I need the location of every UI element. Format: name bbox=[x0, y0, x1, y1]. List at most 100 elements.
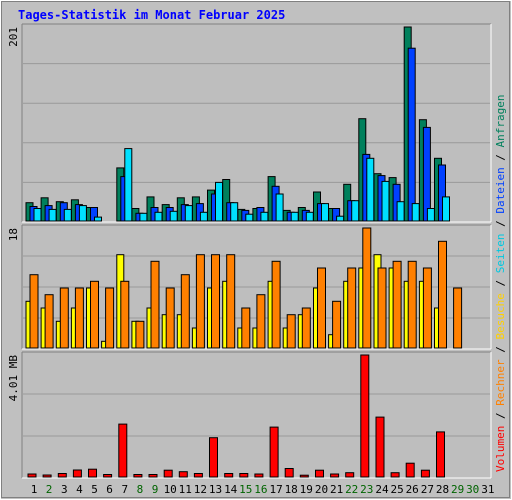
bar-rechner-day-1 bbox=[29, 274, 39, 349]
day-label-11: 11 bbox=[179, 483, 192, 496]
bar-volumen-day-19 bbox=[299, 474, 309, 478]
bar-seiten-day-21 bbox=[336, 215, 345, 222]
bar-rechner-day-27 bbox=[422, 267, 432, 349]
day-label-16: 16 bbox=[254, 483, 267, 496]
legend-sep-4: / bbox=[494, 214, 507, 234]
bar-volumen-day-5 bbox=[88, 468, 97, 478]
bar-volumen-day-23 bbox=[360, 354, 370, 478]
bar-rechner-day-8 bbox=[135, 320, 145, 349]
right-legend: Volumen / Rechner / Besuche / Seiten / D… bbox=[494, 94, 507, 472]
bar-rechner-day-25 bbox=[392, 260, 402, 349]
bar-seiten-day-19 bbox=[305, 211, 314, 222]
legend-sep-5: / bbox=[494, 147, 507, 167]
bar-volumen-day-6 bbox=[103, 474, 113, 478]
day-label-19: 19 bbox=[300, 483, 313, 496]
bar-seiten-day-17 bbox=[275, 193, 284, 222]
bar-rechner-day-5 bbox=[90, 280, 99, 349]
panel-visits: 18 bbox=[7, 224, 492, 350]
bar-volumen-day-16 bbox=[254, 473, 264, 478]
day-label-1: 1 bbox=[31, 483, 38, 496]
bar-dateien-day-27 bbox=[422, 126, 431, 222]
day-label-25: 25 bbox=[390, 483, 403, 496]
bar-rechner-day-11 bbox=[180, 274, 190, 349]
bar-volumen-day-24 bbox=[375, 416, 385, 478]
day-axis: 1 2 3 4 5 6 7 8 9 10 11 12 13 14 15 16 17 18 19 20 21 22 23 24 2… bbox=[31, 483, 495, 496]
bar-seiten-day-16 bbox=[260, 211, 269, 222]
bar-rechner-day-12 bbox=[195, 254, 205, 349]
bar-rechner-day-14 bbox=[226, 254, 236, 349]
bar-rechner-day-9 bbox=[150, 260, 160, 349]
bar-seiten-day-12 bbox=[199, 211, 208, 222]
bar-volumen-day-1 bbox=[27, 473, 37, 478]
bar-rechner-day-16 bbox=[256, 294, 266, 349]
bar-rechner-day-22 bbox=[347, 267, 357, 349]
day-label-20: 20 bbox=[315, 483, 328, 496]
legend-dateien: Dateien bbox=[494, 167, 507, 213]
bar-rechner-day-17 bbox=[271, 260, 281, 349]
bar-volumen-day-12 bbox=[193, 473, 203, 478]
bar-dateien-day-26 bbox=[407, 47, 416, 222]
bar-seiten-day-18 bbox=[290, 211, 299, 222]
bar-rechner-day-7 bbox=[120, 280, 130, 349]
bar-rechner-day-24 bbox=[377, 267, 387, 349]
bar-seiten-day-13 bbox=[215, 181, 223, 222]
bar-seiten-day-20 bbox=[321, 203, 329, 222]
bar-volumen-day-22 bbox=[345, 472, 355, 478]
bar-volumen-day-7 bbox=[118, 423, 128, 478]
legend-anfragen: Anfragen bbox=[494, 94, 507, 147]
bar-rechner-day-6 bbox=[105, 287, 115, 349]
day-label-8: 8 bbox=[137, 483, 144, 496]
legend-volumen: Volumen bbox=[494, 426, 507, 472]
day-label-17: 17 bbox=[269, 483, 282, 496]
chart-title: Tages-Statistik im Monat Februar 2025 bbox=[18, 8, 285, 22]
bar-rechner-day-10 bbox=[165, 287, 175, 349]
bar-seiten-day-1 bbox=[33, 208, 42, 222]
day-label-28: 28 bbox=[436, 483, 449, 496]
plot-area-volume bbox=[22, 352, 491, 478]
bar-volumen-day-25 bbox=[390, 472, 400, 478]
day-label-10: 10 bbox=[164, 483, 177, 496]
bar-rechner-day-28 bbox=[438, 240, 447, 349]
y-max-label-volume: 4.01 MB bbox=[7, 355, 20, 402]
bar-seiten-day-4 bbox=[78, 205, 87, 222]
bar-volumen-day-26 bbox=[405, 462, 415, 478]
bar-volumen-day-11 bbox=[178, 471, 188, 478]
bar-volumen-day-21 bbox=[330, 473, 340, 478]
legend-rechner: Rechner bbox=[494, 359, 507, 406]
day-label-12: 12 bbox=[194, 483, 207, 496]
bar-volumen-day-20 bbox=[315, 469, 324, 478]
bar-volumen-day-18 bbox=[284, 468, 294, 478]
legend-seiten: Seiten bbox=[494, 234, 507, 274]
legend-sep-3: / bbox=[494, 273, 507, 293]
legend-sep-1: / bbox=[494, 406, 507, 426]
bar-seiten-day-14 bbox=[230, 202, 239, 222]
bar-seiten-day-28 bbox=[442, 196, 450, 222]
bar-rechner-day-3 bbox=[59, 287, 69, 349]
bar-rechner-day-26 bbox=[407, 260, 417, 349]
bar-volumen-day-3 bbox=[57, 473, 67, 478]
bar-seiten-day-3 bbox=[63, 208, 72, 222]
legend-sep-2: / bbox=[494, 340, 507, 360]
bar-volumen-day-10 bbox=[163, 469, 173, 478]
bar-seiten-day-22 bbox=[351, 200, 360, 222]
bar-rechner-day-21 bbox=[332, 300, 342, 349]
legend-besuche: Besuche bbox=[494, 293, 507, 339]
bar-volumen-day-9 bbox=[148, 474, 158, 478]
y-max-label-visits: 18 bbox=[7, 228, 20, 241]
day-label-13: 13 bbox=[209, 483, 222, 496]
bar-rechner-day-23 bbox=[362, 227, 372, 349]
bar-volumen-day-4 bbox=[72, 469, 82, 478]
bar-seiten-day-11 bbox=[184, 205, 193, 222]
day-label-30: 30 bbox=[466, 483, 479, 496]
bar-volumen-day-2 bbox=[42, 474, 52, 478]
bar-rechner-day-13 bbox=[211, 254, 220, 349]
day-label-15: 15 bbox=[239, 483, 252, 496]
day-label-7: 7 bbox=[121, 483, 128, 496]
bar-volumen-day-14 bbox=[224, 473, 234, 478]
bar-rechner-day-2 bbox=[44, 294, 54, 349]
day-label-21: 21 bbox=[330, 483, 343, 496]
day-label-24: 24 bbox=[375, 483, 389, 496]
